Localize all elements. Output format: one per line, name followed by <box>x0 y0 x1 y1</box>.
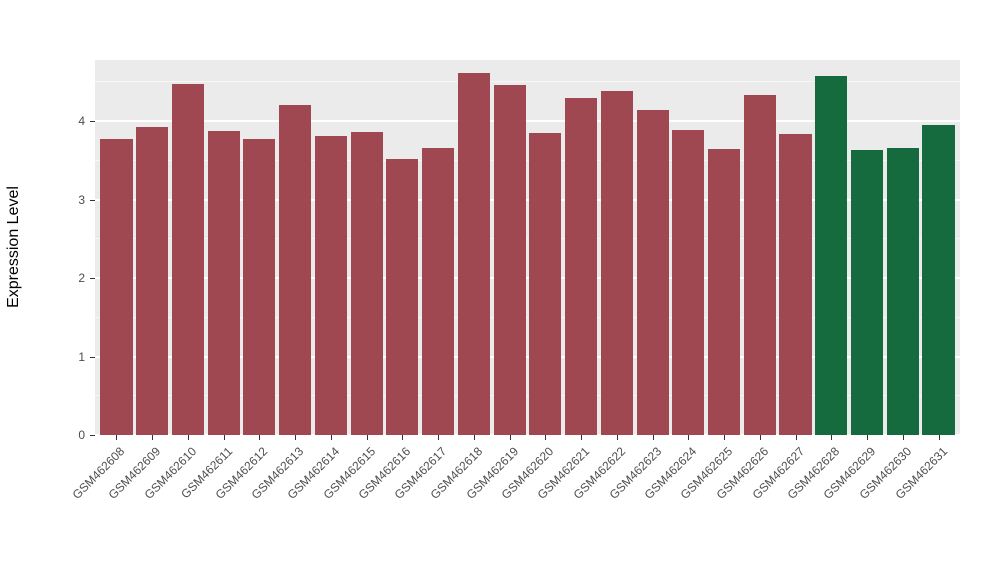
bar-GSM462611 <box>207 130 240 435</box>
y-tick-label: 1 <box>78 349 85 364</box>
y-tick-mark <box>90 199 95 201</box>
gridline-minor <box>95 395 960 397</box>
bar-GSM462609 <box>136 126 169 435</box>
bar-GSM462629 <box>850 150 884 435</box>
x-tick-mark <box>116 435 118 440</box>
x-tick-mark <box>152 435 154 440</box>
x-tick-mark <box>509 435 511 440</box>
x-tick-mark <box>795 435 797 440</box>
x-tick-mark <box>366 435 368 440</box>
bar-GSM462622 <box>600 91 633 435</box>
gridline-major <box>95 277 960 280</box>
bar-GSM462613 <box>279 104 312 435</box>
x-tick-mark <box>652 435 654 440</box>
x-tick-mark <box>759 435 761 440</box>
x-tick-mark <box>330 435 332 440</box>
y-tick-mark <box>90 121 95 123</box>
bar-GSM462615 <box>350 132 383 435</box>
x-tick-mark <box>438 435 440 440</box>
bar-GSM462612 <box>243 139 276 435</box>
x-tick-mark <box>402 435 404 440</box>
bar-GSM462617 <box>422 147 455 435</box>
bar-GSM462616 <box>386 158 419 435</box>
bar-GSM462619 <box>493 85 526 435</box>
y-tick-mark <box>90 356 95 358</box>
bar-GSM462627 <box>779 133 812 435</box>
gridline-major <box>95 198 960 201</box>
x-tick-mark <box>938 435 940 440</box>
y-tick-mark <box>90 435 95 436</box>
bar-GSM462610 <box>171 83 204 435</box>
x-tick-mark <box>473 435 475 440</box>
x-tick-mark <box>187 435 189 440</box>
x-tick-mark <box>545 435 547 440</box>
bar-GSM462626 <box>743 95 776 435</box>
gridline-major <box>95 434 960 436</box>
bar-GSM462624 <box>672 129 705 435</box>
bar-GSM462625 <box>708 148 741 435</box>
y-axis-title: Expression Level <box>5 186 22 308</box>
x-tick-mark <box>259 435 261 440</box>
gridline-minor <box>95 81 960 83</box>
bar-GSM462631 <box>922 125 955 435</box>
x-tick-mark <box>295 435 297 440</box>
bar-GSM462620 <box>529 132 562 435</box>
x-tick-mark <box>867 435 869 440</box>
y-tick-mark <box>90 278 95 280</box>
plot-panel <box>95 60 960 436</box>
bar-GSM462623 <box>636 110 669 435</box>
bar-GSM462628 <box>815 75 848 435</box>
bar-GSM462630 <box>886 147 919 435</box>
bar-GSM462618 <box>457 73 490 435</box>
y-tick-label: 4 <box>78 114 85 129</box>
gridline-minor <box>95 238 960 240</box>
gridline-minor <box>95 159 960 161</box>
x-tick-mark <box>616 435 618 440</box>
y-tick-label: 3 <box>78 192 85 207</box>
x-tick-mark <box>724 435 726 440</box>
x-tick-mark <box>902 435 904 440</box>
gridline-minor <box>95 316 960 318</box>
gridline-major <box>95 120 960 123</box>
x-tick-mark <box>688 435 690 440</box>
bar-GSM462621 <box>565 98 598 435</box>
x-tick-mark <box>581 435 583 440</box>
y-tick-label: 0 <box>78 428 85 442</box>
y-tick-label: 2 <box>78 271 85 286</box>
bar-GSM462608 <box>100 139 133 435</box>
bar-GSM462614 <box>314 136 347 435</box>
gridline-major <box>95 355 960 358</box>
x-tick-mark <box>831 435 833 440</box>
x-tick-mark <box>223 435 225 440</box>
